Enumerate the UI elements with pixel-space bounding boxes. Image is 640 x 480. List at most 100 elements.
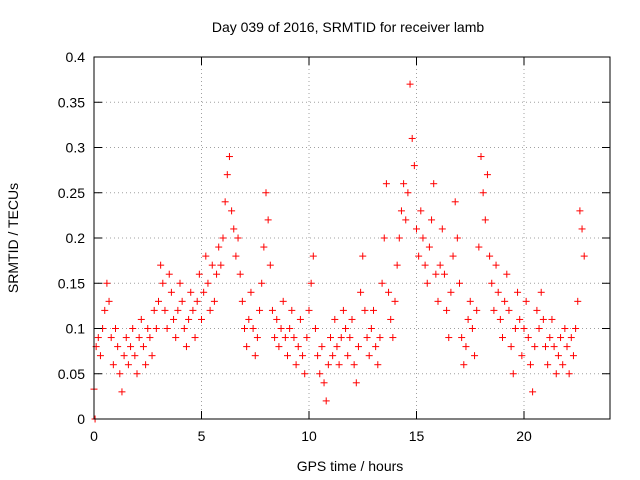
data-point bbox=[279, 297, 287, 305]
data-point bbox=[520, 325, 528, 332]
data-point bbox=[464, 315, 472, 323]
data-point bbox=[438, 225, 446, 233]
data-point bbox=[430, 180, 438, 188]
data-point bbox=[180, 325, 188, 332]
data-point bbox=[419, 234, 427, 242]
data-point bbox=[131, 352, 139, 360]
data-point bbox=[157, 261, 165, 269]
data-point bbox=[114, 343, 122, 351]
data-point bbox=[320, 379, 328, 387]
data-point bbox=[258, 279, 266, 287]
chart-title: Day 039 of 2016, SRMTID for receiver lam… bbox=[212, 19, 485, 35]
data-point bbox=[185, 315, 193, 323]
data-point bbox=[187, 288, 195, 296]
data-point bbox=[565, 370, 573, 378]
data-point bbox=[507, 343, 515, 351]
data-point bbox=[96, 352, 104, 360]
data-point bbox=[247, 288, 255, 296]
data-point bbox=[238, 297, 246, 305]
data-point bbox=[400, 180, 408, 188]
data-point bbox=[232, 252, 240, 260]
data-point bbox=[557, 334, 565, 342]
y-tick-label: 0.35 bbox=[58, 94, 85, 110]
data-point bbox=[490, 306, 498, 314]
data-point bbox=[516, 315, 524, 323]
data-point bbox=[354, 343, 362, 351]
data-point bbox=[133, 370, 141, 378]
data-point bbox=[486, 252, 494, 260]
data-point bbox=[213, 270, 221, 278]
data-point bbox=[107, 334, 115, 342]
data-point bbox=[236, 270, 244, 278]
data-point bbox=[200, 288, 208, 296]
data-point bbox=[443, 306, 451, 314]
data-point bbox=[284, 352, 291, 360]
data-point bbox=[256, 306, 264, 314]
data-point bbox=[453, 234, 461, 242]
data-point bbox=[357, 288, 365, 296]
data-point bbox=[120, 352, 128, 360]
tick-labels: 0 0.05 0.1 0.15 0.2 0.25 0.3 0.35 0.4 0 5 10 15 20 bbox=[58, 49, 532, 444]
data-point bbox=[271, 334, 279, 342]
data-point bbox=[139, 343, 147, 351]
data-point bbox=[421, 261, 429, 269]
data-point bbox=[537, 288, 545, 296]
data-point bbox=[365, 352, 373, 360]
data-point bbox=[301, 370, 309, 378]
data-point bbox=[503, 270, 511, 278]
x-tick-label: 15 bbox=[409, 428, 425, 444]
data-point bbox=[410, 162, 418, 170]
y-tick-label: 0.05 bbox=[58, 366, 85, 382]
data-point bbox=[479, 189, 487, 197]
data-point bbox=[539, 315, 547, 323]
data-point bbox=[268, 306, 276, 314]
data-point bbox=[408, 134, 416, 142]
data-point bbox=[225, 153, 233, 161]
data-point bbox=[475, 243, 483, 251]
data-point bbox=[415, 252, 423, 260]
grid bbox=[94, 57, 610, 419]
data-point bbox=[387, 315, 395, 323]
data-point bbox=[382, 180, 390, 188]
data-point bbox=[193, 297, 201, 305]
data-point bbox=[219, 234, 227, 242]
data-point bbox=[423, 279, 431, 287]
data-point bbox=[447, 288, 455, 296]
data-point bbox=[178, 297, 186, 305]
data-point bbox=[473, 306, 481, 314]
y-axis-label: SRMTID / TECUs bbox=[5, 183, 21, 293]
data-point bbox=[481, 216, 489, 224]
data-point bbox=[116, 370, 124, 378]
data-point bbox=[580, 252, 588, 260]
data-point bbox=[230, 225, 238, 233]
data-point bbox=[327, 334, 334, 342]
data-point bbox=[501, 297, 509, 305]
data-point bbox=[440, 270, 448, 278]
data-point bbox=[483, 171, 491, 179]
data-point bbox=[576, 207, 584, 215]
data-point bbox=[288, 306, 296, 314]
data-point bbox=[456, 279, 463, 287]
data-point bbox=[361, 306, 369, 314]
data-point bbox=[393, 261, 401, 269]
data-point bbox=[563, 343, 571, 351]
data-point bbox=[324, 361, 332, 369]
data-point bbox=[468, 325, 476, 332]
data-point bbox=[303, 334, 311, 342]
data-point bbox=[204, 279, 212, 287]
data-point bbox=[223, 171, 231, 179]
data-point bbox=[245, 315, 253, 323]
data-point bbox=[135, 334, 143, 342]
data-point bbox=[370, 306, 377, 314]
data-point bbox=[137, 315, 145, 323]
data-point bbox=[378, 279, 386, 287]
data-point bbox=[170, 315, 178, 323]
data-point bbox=[260, 243, 268, 251]
data-point bbox=[316, 370, 324, 378]
data-point bbox=[249, 325, 257, 332]
data-point bbox=[529, 388, 537, 396]
data-point bbox=[363, 334, 371, 342]
data-point bbox=[292, 361, 300, 369]
data-point bbox=[241, 325, 248, 332]
